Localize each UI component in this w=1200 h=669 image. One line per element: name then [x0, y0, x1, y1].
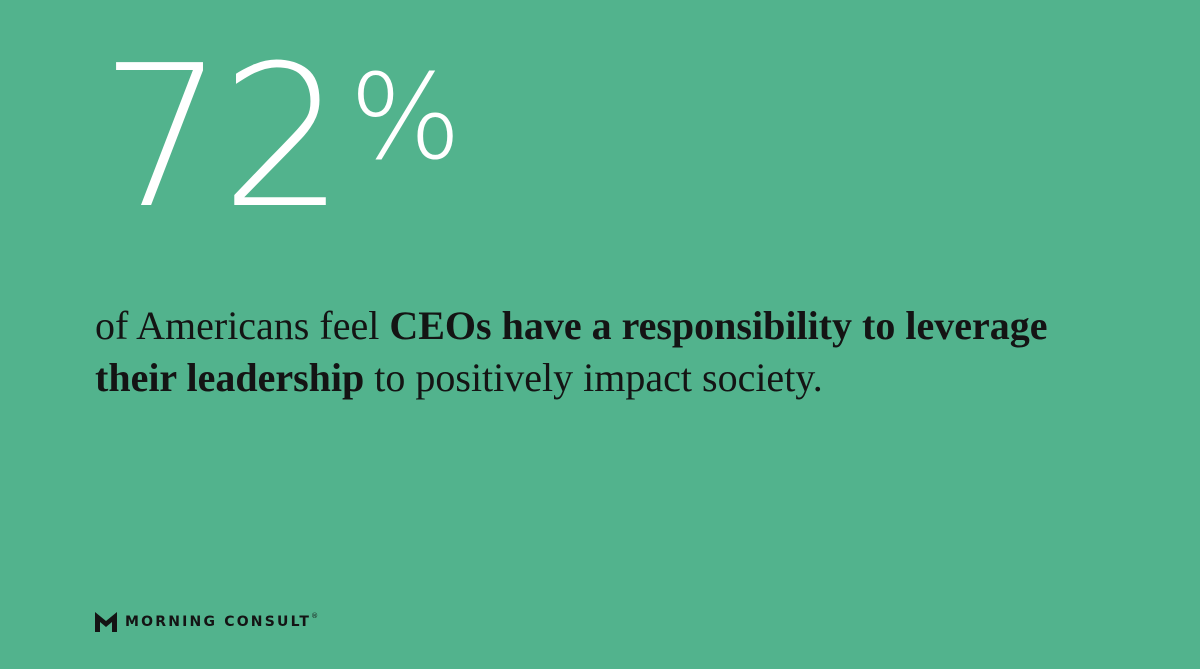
statement: of Americans feel CEOs have a responsibi…: [95, 300, 1155, 404]
bold-text: CEOs have a responsibility to leverage: [389, 303, 1048, 348]
logo: MORNING CONSULT ®: [95, 612, 318, 632]
stat-unit: %: [349, 48, 462, 186]
bold-text: their leadership: [95, 355, 365, 400]
text: to positively impact society.: [364, 355, 823, 400]
logo-trademark: ®: [311, 612, 319, 620]
text: of Americans feel: [95, 303, 390, 348]
stat: 72%: [100, 40, 462, 236]
statement-line: their leadership to positively impact so…: [95, 352, 1155, 404]
stat-value: 72: [100, 24, 345, 252]
logo-text: MORNING CONSULT: [125, 614, 312, 630]
logo-icon: [95, 612, 117, 632]
statement-line: of Americans feel CEOs have a responsibi…: [95, 300, 1155, 352]
